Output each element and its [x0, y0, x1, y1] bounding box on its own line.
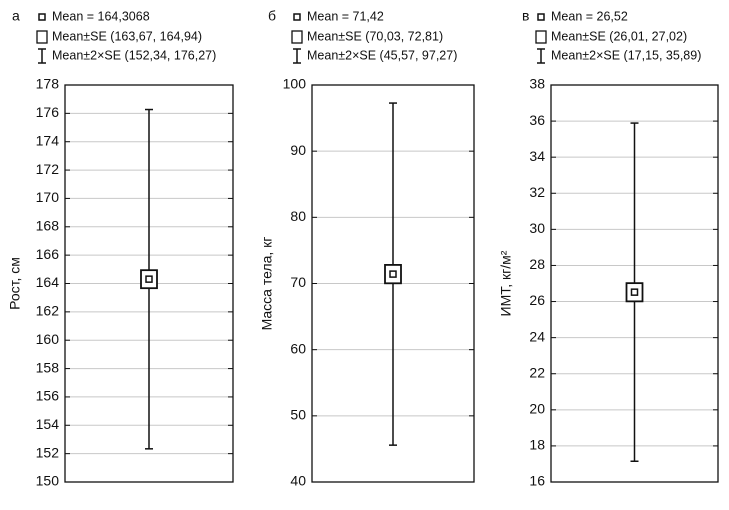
y-tick-label: 100 — [283, 76, 307, 92]
legend-icon — [38, 13, 46, 21]
plot-frame — [64, 84, 234, 483]
plot-frame — [550, 84, 719, 483]
y-tick-label: 150 — [36, 473, 60, 489]
y-axis-label: ИМТ, кг/м² — [498, 250, 514, 316]
y-tick-label: 166 — [36, 246, 60, 262]
y-tick-label: 90 — [290, 142, 306, 158]
legend-icon — [291, 30, 303, 44]
panel-label: б — [268, 8, 276, 24]
legend-label: Mean = 71,42 — [307, 9, 384, 23]
legend-icon — [36, 30, 48, 44]
y-axis-label: Рост, см — [7, 257, 23, 310]
y-tick-label: 158 — [36, 359, 60, 375]
y-tick-label: 162 — [36, 303, 60, 319]
y-tick-label: 164 — [36, 274, 60, 290]
y-tick-label: 34 — [529, 148, 545, 164]
panel-label: а — [12, 8, 20, 24]
legend-icon — [535, 30, 547, 44]
y-tick-label: 174 — [36, 132, 60, 148]
y-tick-label: 38 — [529, 76, 545, 92]
legend-label: Mean±2×SE (45,57, 97,27) — [307, 48, 457, 62]
legend-label: Mean±SE (26,01, 27,02) — [551, 29, 687, 43]
plot-frame — [311, 84, 475, 483]
y-tick-label: 170 — [36, 189, 60, 205]
mean-point — [630, 288, 639, 296]
y-tick-label: 32 — [529, 184, 545, 200]
y-tick-label: 172 — [36, 161, 60, 177]
legend-label: Mean±SE (70,03, 72,81) — [307, 29, 443, 43]
panel-label: в — [522, 8, 529, 24]
y-tick-label: 156 — [36, 388, 60, 404]
y-tick-label: 50 — [290, 407, 306, 423]
y-tick-label: 154 — [36, 416, 60, 432]
legend-label: Mean±2×SE (17,15, 35,89) — [551, 48, 701, 62]
y-tick-label: 24 — [529, 328, 545, 344]
y-tick-label: 22 — [529, 364, 545, 380]
legend-label: Mean±SE (163,67, 164,94) — [52, 29, 202, 43]
y-tick-label: 70 — [290, 274, 306, 290]
y-axis-label: Масса тела, кг — [259, 237, 275, 331]
legend-label: Mean = 26,52 — [551, 9, 628, 23]
y-tick-label: 16 — [529, 473, 545, 489]
y-tick-label: 168 — [36, 217, 60, 233]
y-tick-label: 80 — [290, 208, 306, 224]
mean-point — [145, 275, 153, 283]
legend-icon — [537, 13, 545, 21]
y-tick-label: 60 — [290, 340, 306, 356]
legend-label: Mean = 164,3068 — [52, 9, 150, 23]
legend-icon — [293, 13, 301, 21]
y-tick-label: 160 — [36, 331, 60, 347]
y-tick-label: 28 — [529, 256, 545, 272]
y-tick-label: 152 — [36, 444, 60, 460]
mean-point — [389, 270, 397, 278]
y-tick-label: 176 — [36, 104, 60, 120]
y-tick-label: 18 — [529, 437, 545, 453]
y-tick-label: 178 — [36, 76, 60, 92]
y-tick-label: 26 — [529, 292, 545, 308]
y-tick-label: 30 — [529, 220, 545, 236]
y-tick-label: 20 — [529, 401, 545, 417]
y-tick-label: 40 — [290, 473, 306, 489]
y-tick-label: 36 — [529, 112, 545, 128]
legend-label: Mean±2×SE (152,34, 176,27) — [52, 48, 216, 62]
